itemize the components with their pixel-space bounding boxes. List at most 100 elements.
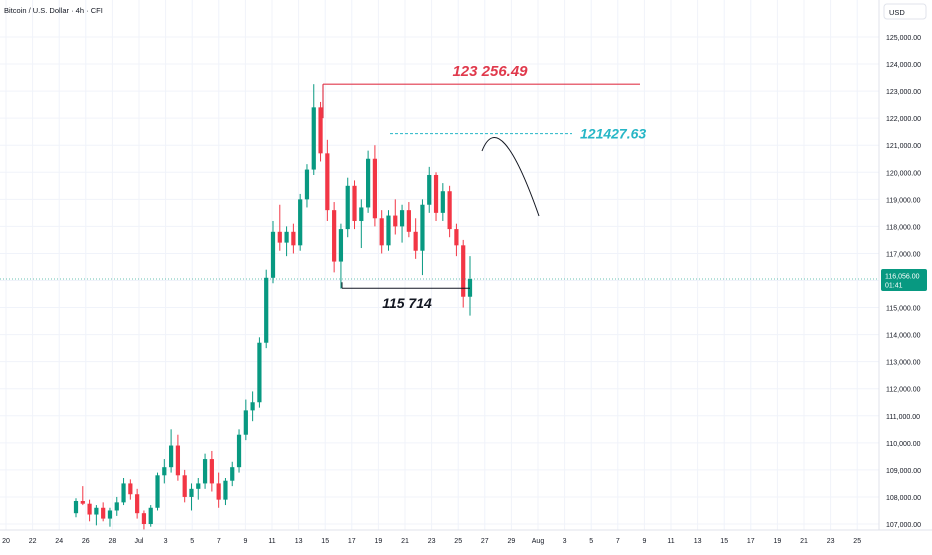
candle-body	[304, 169, 310, 200]
candle	[236, 429, 242, 473]
time-tick-label: 21	[800, 538, 808, 545]
candle	[87, 499, 92, 522]
candle-body	[433, 174, 439, 213]
candle	[454, 223, 459, 257]
price-tick-label: 123,000.00	[886, 89, 921, 96]
candle-body	[257, 342, 262, 403]
time-tick-label: 11	[667, 538, 674, 545]
price-tick-label: 125,000.00	[886, 35, 921, 42]
price-tick-label: 113,000.00	[886, 360, 921, 367]
candle	[291, 223, 296, 254]
candle-body	[121, 483, 126, 503]
candle	[202, 453, 208, 489]
candle	[399, 204, 405, 243]
candle	[101, 502, 106, 522]
candle-body	[427, 174, 432, 205]
candle-body	[114, 502, 119, 511]
time-tick-label: 3	[164, 538, 168, 545]
time-tick-label: 3	[563, 538, 567, 545]
time-tick-label: 9	[642, 538, 646, 545]
price-tick-label: 122,000.00	[886, 116, 921, 123]
candle	[447, 185, 452, 238]
time-tick-label: 9	[243, 538, 247, 545]
time-tick-label: 24	[55, 538, 63, 545]
candle-body	[393, 215, 398, 227]
candle	[406, 202, 411, 238]
time-axis[interactable]: 20 22 24 26 28 Jul 3 5 7 9 11 13 15 17 19 21 23 25 27 29 Aug…	[2, 538, 861, 545]
candle	[264, 269, 269, 349]
candle	[433, 172, 439, 221]
candle	[352, 180, 357, 230]
candle-body	[80, 501, 85, 504]
candle-body	[202, 459, 208, 484]
candle-body	[182, 475, 187, 497]
candle-body	[413, 231, 418, 251]
candle-body	[420, 204, 425, 251]
candle	[270, 220, 276, 284]
candle	[284, 226, 289, 257]
countdown-label: 01:41	[885, 282, 903, 289]
price-tick-label: 108,000.00	[886, 495, 921, 502]
currency-button[interactable]: USD	[883, 3, 927, 20]
candle-body	[175, 445, 181, 476]
candle	[365, 150, 371, 213]
candle-body	[101, 507, 106, 519]
candle	[250, 391, 255, 422]
candle	[94, 505, 99, 526]
candle-body	[128, 483, 133, 495]
candle	[325, 139, 330, 221]
price-tick-label: 112,000.00	[886, 387, 921, 394]
candle	[413, 218, 418, 259]
candle	[345, 177, 350, 238]
candle	[338, 223, 344, 289]
price-tick-label: 118,000.00	[886, 224, 921, 231]
candle	[257, 337, 262, 408]
candle-body	[359, 207, 364, 221]
time-tick-label: 13	[295, 538, 303, 545]
time-tick-label: 5	[589, 538, 593, 545]
candle-body	[379, 218, 384, 246]
candle-body	[168, 445, 174, 468]
candle-body	[107, 510, 113, 519]
candle-body	[209, 459, 214, 484]
time-tick-label: 19	[774, 538, 782, 545]
annotations-layer: 123 256.49 121427.63 115 714	[0, 63, 879, 311]
candle	[379, 210, 384, 254]
candle	[216, 472, 221, 508]
candle-body	[148, 507, 153, 524]
candle-body	[332, 210, 337, 262]
candle	[168, 429, 174, 473]
candle	[311, 84, 316, 175]
candle	[440, 183, 445, 221]
candle	[128, 479, 133, 500]
projection-arc	[481, 137, 540, 217]
candle-body	[216, 483, 221, 500]
time-tick-label: 26	[82, 538, 90, 545]
candle	[73, 498, 79, 518]
price-axis[interactable]: 125,000.00 124,000.00 123,000.00 122,000.00…	[881, 35, 927, 529]
time-tick-label: 27	[481, 538, 489, 545]
candle-body	[243, 410, 248, 435]
candle-body	[135, 494, 140, 514]
candle	[148, 505, 153, 527]
candle-body	[94, 507, 99, 515]
candle-body	[386, 215, 391, 246]
candle-body	[189, 488, 194, 497]
candle-body	[461, 245, 466, 297]
candle-body	[372, 158, 378, 219]
time-tick-label: 11	[268, 538, 275, 545]
candle	[318, 101, 323, 162]
time-tick-label: 19	[375, 538, 383, 545]
candle-body	[440, 191, 445, 213]
candle-body	[291, 231, 296, 246]
current-price-badge-bg	[881, 268, 927, 291]
time-tick-label: 7	[616, 538, 620, 545]
time-tick-label: 20	[2, 538, 10, 545]
candle-body	[399, 210, 405, 227]
price-tick-label: 117,000.00	[886, 251, 921, 258]
candle-body	[454, 229, 459, 246]
candle-body	[318, 107, 323, 154]
candle-body	[311, 107, 316, 170]
